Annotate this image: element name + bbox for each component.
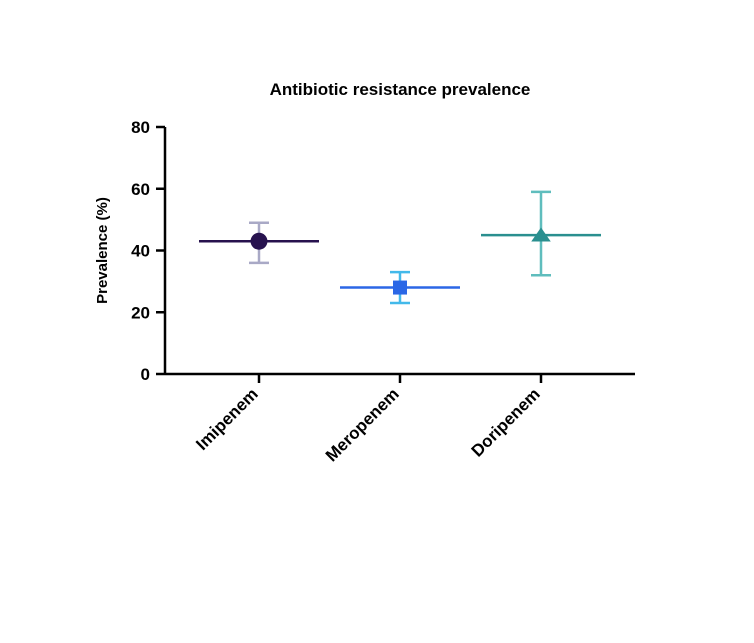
chart-title: Antibiotic resistance prevalence [270, 80, 531, 99]
y-tick-label: 20 [131, 303, 150, 322]
marker-square [393, 281, 407, 295]
chart-container: Antibiotic resistance prevalence 0 20 40 60 8… [0, 0, 754, 643]
y-tick-label: 0 [141, 365, 150, 384]
y-tick-label: 40 [131, 242, 150, 261]
chart-svg: Antibiotic resistance prevalence 0 20 40 60 8… [0, 0, 754, 643]
marker-circle [251, 233, 268, 250]
y-tick-label: 60 [131, 180, 150, 199]
y-tick-label: 80 [131, 118, 150, 137]
y-axis-label: Prevalence (%) [94, 197, 111, 304]
